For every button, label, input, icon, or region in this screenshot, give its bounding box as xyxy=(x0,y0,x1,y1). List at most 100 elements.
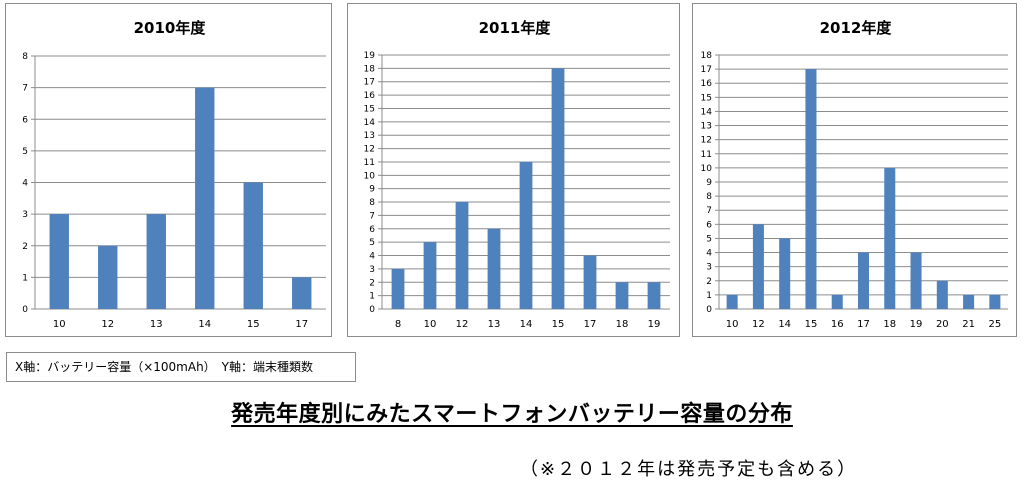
y-tick-label: 18 xyxy=(364,64,376,74)
bar xyxy=(647,282,661,309)
y-tick-label: 15 xyxy=(364,104,375,114)
y-tick-label: 7 xyxy=(369,211,375,221)
y-tick-label: 6 xyxy=(369,225,375,235)
y-tick-label: 7 xyxy=(22,84,28,94)
y-tick-label: 4 xyxy=(22,179,28,189)
y-tick-label: 4 xyxy=(369,252,375,262)
bar xyxy=(423,242,437,309)
y-tick-label: 17 xyxy=(701,65,712,75)
x-tick-label: 19 xyxy=(648,319,661,330)
x-tick-label: 17 xyxy=(584,319,597,330)
bar xyxy=(49,214,69,309)
bar xyxy=(391,268,405,309)
x-tick-label: 19 xyxy=(910,319,923,330)
y-tick-label: 1 xyxy=(706,291,712,301)
y-tick-label: 3 xyxy=(706,263,712,273)
bar xyxy=(831,294,843,309)
y-tick-label: 15 xyxy=(701,93,712,103)
bar xyxy=(583,255,597,309)
chart-2010-panel: 2010年度 0 1 2 3 4 5 6 7 8 10 12 13 14 15 17 xyxy=(5,3,332,337)
x-tick-label: 17 xyxy=(857,319,870,330)
x-tick-label: 18 xyxy=(616,319,629,330)
page-title: 発売年度別にみたスマートフォンバッテリー容量の分布 xyxy=(231,402,793,427)
y-tick-label: 0 xyxy=(22,305,28,315)
bar xyxy=(779,238,791,309)
bar xyxy=(910,252,922,309)
bar xyxy=(857,252,870,309)
x-tick-label: 14 xyxy=(520,319,533,330)
x-tick-label: 17 xyxy=(295,319,308,330)
y-tick-label: 12 xyxy=(364,145,375,155)
x-tick-label: 25 xyxy=(988,319,1001,330)
y-tick-label: 11 xyxy=(701,150,712,160)
bar xyxy=(936,280,948,309)
x-tick-label: 10 xyxy=(424,319,437,330)
y-tick-label: 2 xyxy=(706,277,712,287)
x-tick-label: 14 xyxy=(198,319,211,330)
x-tick-label: 8 xyxy=(395,319,401,330)
x-tick-label: 12 xyxy=(752,319,765,330)
y-tick-label: 9 xyxy=(369,185,375,195)
footnote: （※２０１２年は発売予定も含める） xyxy=(520,459,858,480)
x-tick-label: 14 xyxy=(778,319,791,330)
bar xyxy=(195,87,215,309)
y-tick-label: 11 xyxy=(364,158,375,168)
bar xyxy=(455,202,469,309)
y-tick-label: 18 xyxy=(701,51,713,61)
chart-2012-panel: 2012年度 0 1 2 3 4 5 6 7 8 9 10 11 12 13 14 15 16 17 18 10 12 14… xyxy=(692,3,1017,337)
bar xyxy=(519,161,533,309)
y-tick-label: 4 xyxy=(706,249,712,259)
y-tick-label: 10 xyxy=(364,171,376,181)
y-tick-label: 2 xyxy=(369,278,375,288)
y-tick-label: 1 xyxy=(369,292,375,302)
y-tick-label: 3 xyxy=(369,265,375,275)
y-tick-label: 8 xyxy=(369,198,375,208)
chart-title: 2012年度 xyxy=(820,19,893,37)
bar xyxy=(615,282,629,309)
y-tick-label: 2 xyxy=(22,242,28,252)
y-tick-label: 5 xyxy=(22,147,28,157)
chart-title: 2011年度 xyxy=(479,19,552,37)
x-tick-label: 10 xyxy=(726,319,739,330)
bar xyxy=(884,167,896,309)
x-tick-label: 12 xyxy=(456,319,469,330)
y-tick-label: 14 xyxy=(701,107,713,117)
x-tick-label: 15 xyxy=(552,319,565,330)
y-tick-label: 3 xyxy=(22,210,28,220)
y-tick-label: 9 xyxy=(706,178,712,188)
x-tick-label: 15 xyxy=(247,319,260,330)
bar xyxy=(243,182,263,309)
y-tick-label: 5 xyxy=(706,234,712,244)
bar xyxy=(146,214,166,309)
y-tick-label: 7 xyxy=(706,206,712,216)
bar xyxy=(726,294,738,309)
bar xyxy=(487,228,501,309)
y-tick-label: 0 xyxy=(369,305,375,315)
bar xyxy=(805,69,817,309)
x-tick-label: 13 xyxy=(488,319,501,330)
x-tick-label: 20 xyxy=(936,319,949,330)
x-tick-label: 13 xyxy=(150,319,163,330)
bar xyxy=(989,294,1001,309)
y-tick-label: 6 xyxy=(22,115,28,125)
bar xyxy=(292,277,312,309)
y-tick-label: 17 xyxy=(364,78,375,88)
bar xyxy=(963,294,975,309)
x-tick-label: 18 xyxy=(883,319,896,330)
x-tick-label: 21 xyxy=(962,319,975,330)
x-tick-label: 10 xyxy=(53,319,66,330)
y-tick-label: 13 xyxy=(364,131,375,141)
y-tick-label: 5 xyxy=(369,238,375,248)
chart-title: 2010年度 xyxy=(134,19,207,37)
y-tick-label: 19 xyxy=(364,51,376,61)
y-tick-label: 16 xyxy=(701,79,713,89)
y-tick-label: 8 xyxy=(706,192,712,202)
chart-2011-panel: 2011年度 0 1 2 3 4 5 6 7 8 9 10 11 12 13 14 15 16 17 18 19 8 10 1… xyxy=(347,3,680,337)
x-tick-label: 16 xyxy=(831,319,844,330)
y-tick-label: 14 xyxy=(364,118,376,128)
y-tick-label: 12 xyxy=(701,136,712,146)
axis-legend: X軸：バッテリー容量（×100mAh） Y軸：端末種類数 xyxy=(6,352,356,382)
